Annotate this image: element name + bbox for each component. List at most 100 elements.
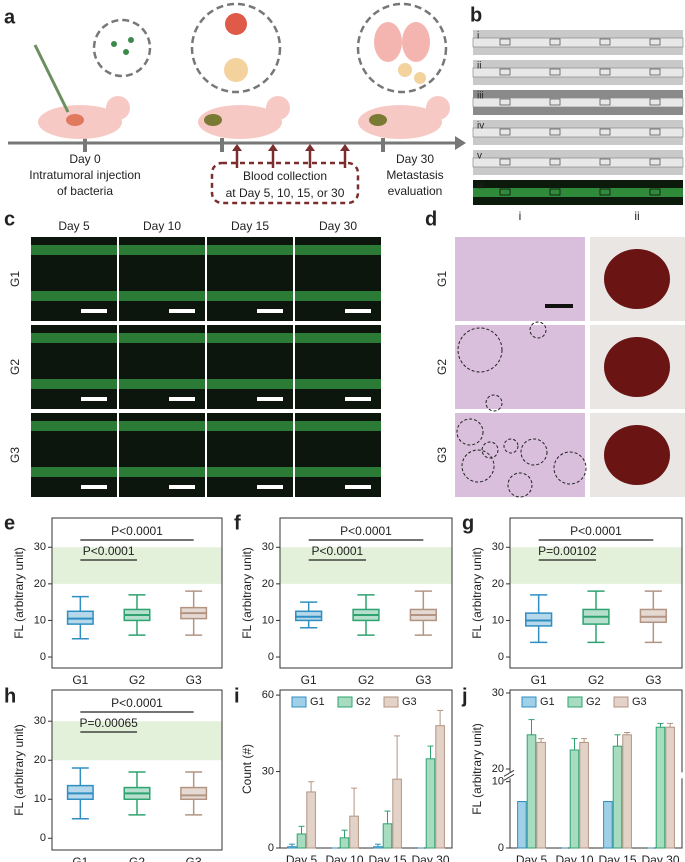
y-tick-label: 20 <box>492 578 504 590</box>
trap <box>549 98 561 106</box>
metastasis-mark <box>481 441 499 459</box>
p-value: P<0.0001 <box>570 524 622 538</box>
row-label: G1 <box>435 271 449 287</box>
bar <box>526 734 537 849</box>
y-tick-label: 10 <box>34 614 46 626</box>
legend-swatch <box>613 696 629 708</box>
channel <box>119 333 205 343</box>
bar <box>655 726 666 849</box>
metastasis-mark <box>529 321 547 339</box>
p-value: P<0.0001 <box>311 544 363 558</box>
trap <box>499 38 511 46</box>
y-tick-label: 30 <box>34 715 46 727</box>
y-tick-label: 10 <box>492 776 504 788</box>
channel <box>472 157 684 168</box>
row-label: ii <box>477 61 481 72</box>
y-tick-label: 0 <box>268 842 274 854</box>
x-tick-label: Day 5 <box>286 853 318 862</box>
x-tick-label: G3 <box>186 855 202 862</box>
trap <box>599 128 611 136</box>
y-axis-label: FL (arbitrary unit) <box>470 723 484 815</box>
scale-bar <box>345 397 371 401</box>
panel-label: h <box>4 685 16 707</box>
highlight-band <box>52 721 222 761</box>
channel <box>31 467 117 477</box>
panel-label: a <box>4 6 16 28</box>
metastasis-mark <box>461 449 495 483</box>
column-label: ii <box>634 209 639 223</box>
column-label: Day 10 <box>143 219 181 233</box>
label: Metastasis <box>386 168 443 182</box>
axis-break <box>503 769 515 777</box>
trap <box>649 38 661 46</box>
trap <box>499 98 511 106</box>
legend-swatch <box>337 696 353 708</box>
bar <box>287 846 297 849</box>
channel <box>207 421 293 431</box>
trap <box>549 188 561 196</box>
legend-label: G1 <box>540 696 555 708</box>
highlight-band <box>280 547 452 584</box>
y-tick-label: 30 <box>262 765 274 777</box>
legend-swatch <box>383 696 399 708</box>
bar <box>612 745 623 849</box>
bar <box>517 801 527 849</box>
panel-label: d <box>425 208 437 230</box>
x-tick-label: Day 15 <box>598 853 636 862</box>
y-tick-label: 30 <box>34 541 46 553</box>
y-tick-label: 20 <box>34 578 46 590</box>
trap <box>599 98 611 106</box>
y-tick-label: 30 <box>262 541 274 553</box>
trap <box>599 188 611 196</box>
row-label: G3 <box>8 447 22 463</box>
label: of bacteria <box>57 184 113 198</box>
scale-bar <box>257 309 283 313</box>
organ <box>604 425 670 485</box>
bar <box>603 801 613 849</box>
channel <box>31 421 117 431</box>
y-tick-label: 10 <box>262 614 274 626</box>
metastasis-mark <box>553 451 587 485</box>
bar <box>622 734 632 849</box>
panel-label: g <box>462 512 474 534</box>
organ <box>604 337 670 397</box>
label: evaluation <box>388 184 443 198</box>
histology <box>455 237 585 321</box>
channel <box>295 291 381 301</box>
p-value: P<0.0001 <box>340 524 392 538</box>
plot-frame <box>279 689 453 849</box>
y-tick-label: 10 <box>492 614 504 626</box>
channel <box>472 67 684 78</box>
y-tick-label: 20 <box>492 763 504 775</box>
y-tick-label: 0 <box>40 832 46 844</box>
row-label: v <box>477 151 482 162</box>
legend-label: G3 <box>402 696 417 708</box>
channel <box>119 291 205 301</box>
metastasis-mark <box>457 327 503 373</box>
row-label: G3 <box>435 447 449 463</box>
x-tick-label: Day 10 <box>555 853 593 862</box>
x-tick-label: G1 <box>72 855 88 862</box>
trap <box>599 68 611 76</box>
y-tick-label: 0 <box>498 651 504 663</box>
trap <box>549 158 561 166</box>
metastasis-mark <box>485 394 503 412</box>
y-tick-label: 0 <box>40 651 46 663</box>
panel-a-art <box>8 2 466 205</box>
highlight-band <box>52 547 222 584</box>
channel <box>295 333 381 343</box>
metastasis-mark <box>456 418 484 446</box>
metastasis-mark <box>520 438 548 466</box>
trap <box>499 158 511 166</box>
bar <box>536 741 546 849</box>
bar <box>373 846 383 849</box>
y-axis-label: FL (arbitrary unit) <box>12 724 26 816</box>
bar <box>569 749 580 849</box>
panel-label: j <box>461 685 468 707</box>
row-label: G2 <box>8 359 22 375</box>
x-tick-label: Day 30 <box>411 853 449 862</box>
y-axis-label: FL (arbitrary unit) <box>240 547 254 639</box>
bar <box>435 725 445 849</box>
channel <box>207 333 293 343</box>
histology <box>455 413 585 497</box>
